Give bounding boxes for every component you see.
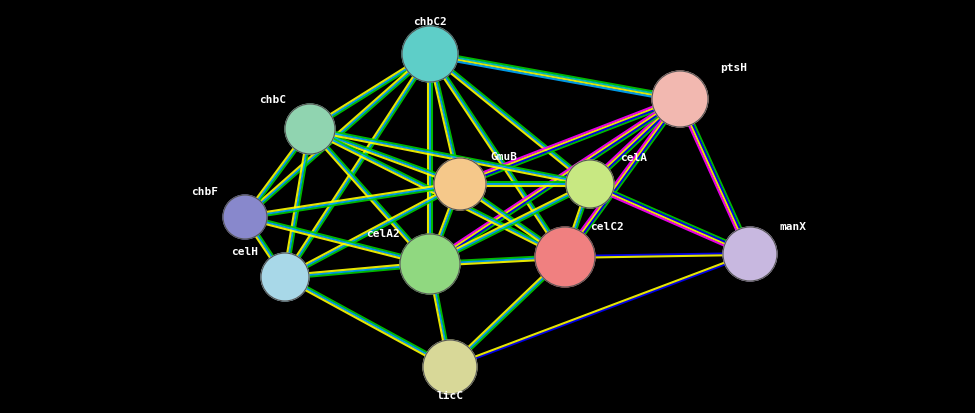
Circle shape [223,195,267,240]
Text: licC: licC [437,390,463,400]
Circle shape [566,161,614,209]
Text: celC2: celC2 [590,221,624,231]
Text: celH: celH [231,247,258,256]
Text: celA2: celA2 [367,228,400,238]
Circle shape [400,235,460,294]
Text: manX: manX [780,221,807,231]
Text: celA: celA [620,153,647,163]
Text: chbC: chbC [259,95,286,105]
Text: chbC2: chbC2 [413,17,447,27]
Text: ptsH: ptsH [720,63,747,73]
Text: GmuB: GmuB [490,152,517,161]
Circle shape [261,254,309,301]
Circle shape [434,159,486,211]
Circle shape [535,228,595,287]
Text: chbF: chbF [191,187,218,197]
Circle shape [285,105,335,154]
Circle shape [423,340,477,394]
Circle shape [723,228,777,281]
Circle shape [402,27,458,83]
Circle shape [652,72,708,128]
